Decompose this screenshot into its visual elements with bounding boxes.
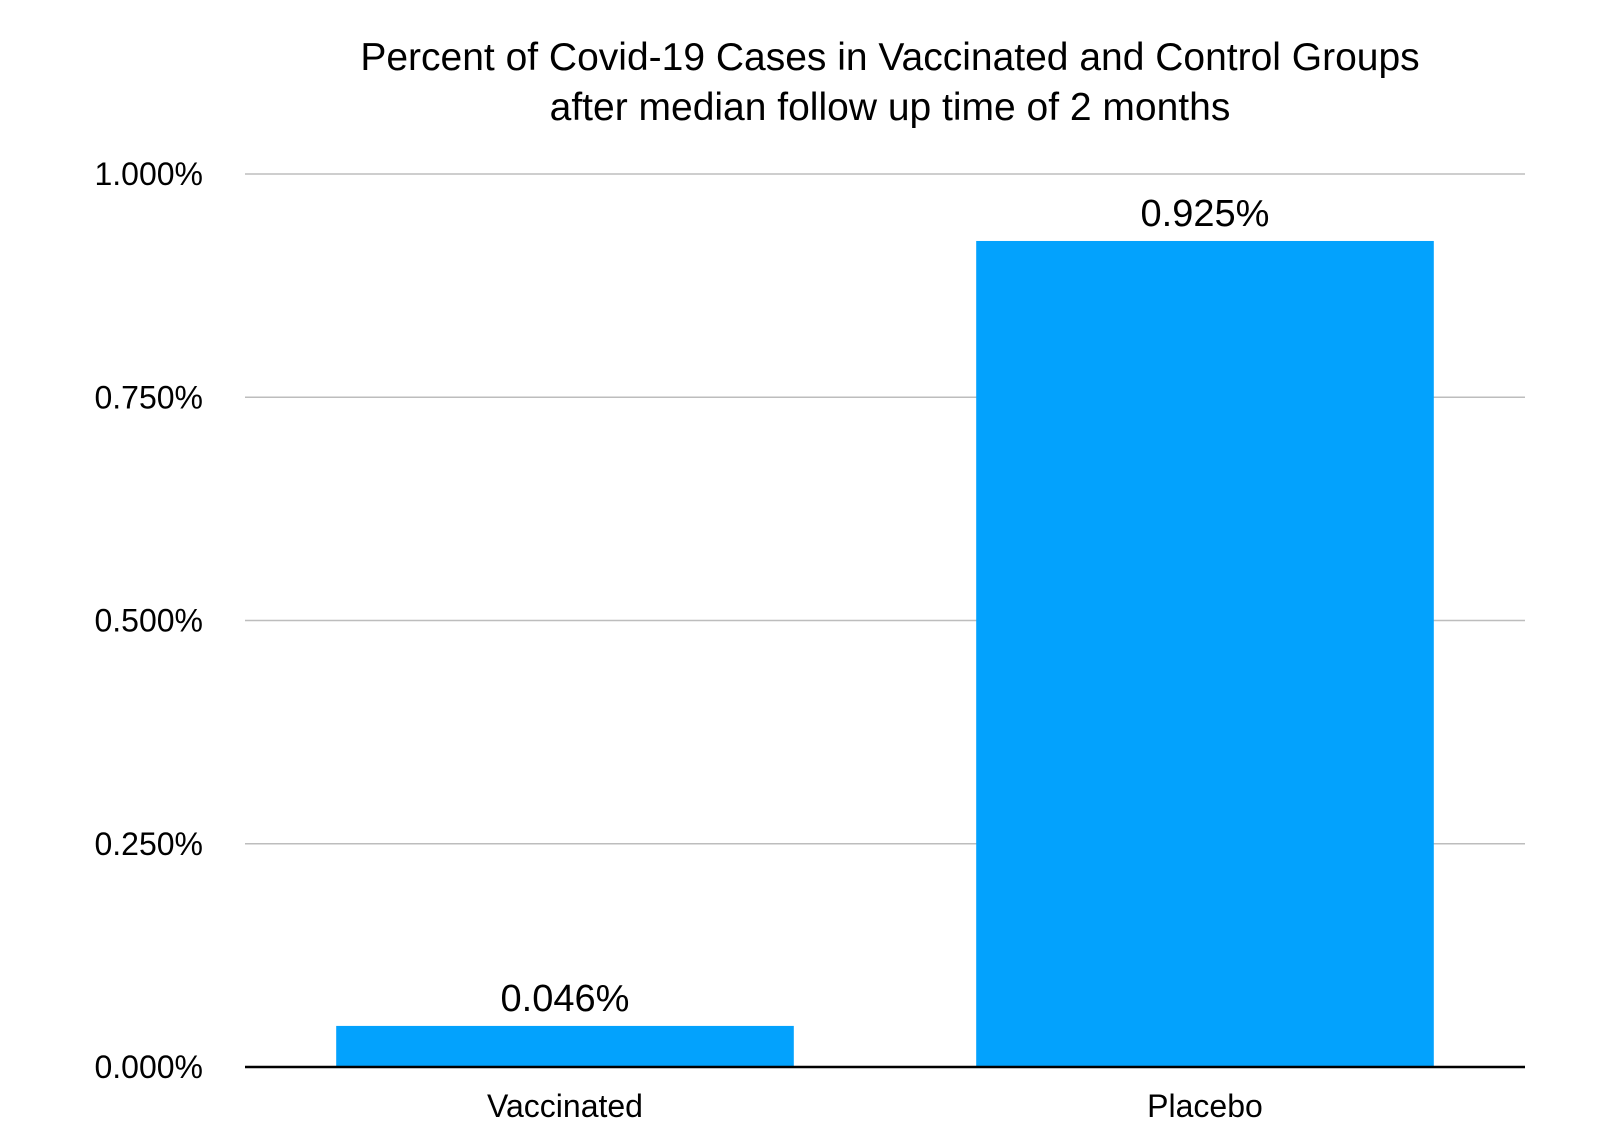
x-tick-label-vaccinated: Vaccinated xyxy=(487,1088,643,1124)
data-label-placebo: 0.925% xyxy=(1141,193,1270,235)
x-tick-label-placebo: Placebo xyxy=(1147,1088,1263,1124)
y-tick-label: 0.000% xyxy=(94,1049,203,1085)
y-tick-label: 0.500% xyxy=(94,603,203,639)
y-tick-label: 1.000% xyxy=(94,156,203,192)
data-label-vaccinated: 0.046% xyxy=(501,978,630,1020)
data-labels: 0.046% 0.925% xyxy=(501,193,1270,1020)
y-tick-label: 0.750% xyxy=(94,379,203,415)
bar-vaccinated xyxy=(336,1025,794,1067)
x-axis-category-labels: Vaccinated Placebo xyxy=(487,1088,1263,1124)
chart-title-line-1: Percent of Covid-19 Cases in Vaccinated … xyxy=(360,36,1419,79)
y-tick-label: 0.250% xyxy=(94,826,203,862)
bars xyxy=(336,240,1434,1068)
chart-title-line-2: after median follow up time of 2 months xyxy=(550,86,1231,129)
chart-title: Percent of Covid-19 Cases in Vaccinated … xyxy=(360,36,1419,129)
bar-placebo xyxy=(976,240,1434,1068)
y-axis-tick-labels: 0.000% 0.250% 0.500% 0.750% 1.000% xyxy=(94,156,203,1085)
